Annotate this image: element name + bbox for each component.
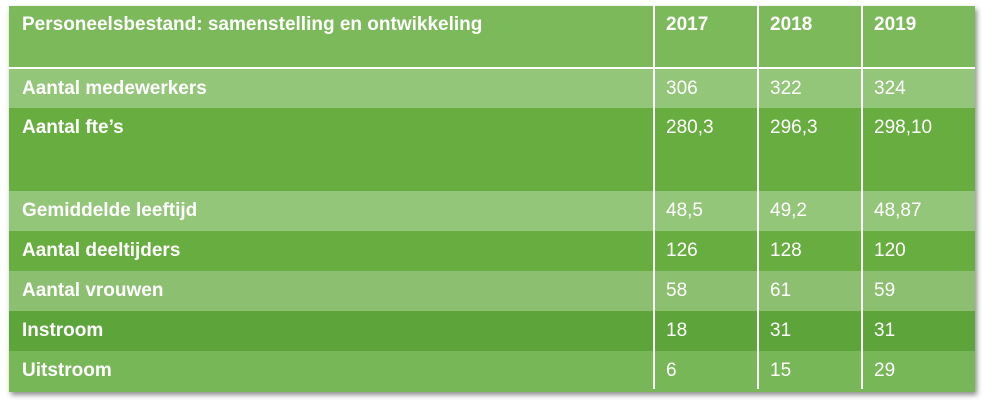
cell-2017: 280,3 (653, 108, 758, 191)
row-label: Instroom (22, 320, 104, 341)
cell-2017: 18 (653, 311, 758, 351)
cell-2019: 298,10 (861, 108, 975, 191)
cell-2017: 306 (653, 68, 758, 108)
row-label: Aantal fte’s (22, 117, 124, 138)
cell-2017: 58 (653, 271, 758, 311)
cell-2018: 322 (757, 68, 862, 108)
cell-2017: 6 (653, 351, 758, 389)
cell-2019: 48,87 (861, 191, 975, 231)
cell-2018: 31 (757, 311, 862, 351)
table-row-aantal-deeltijders: Aantal deeltijders 126 128 120 (9, 231, 975, 271)
year-header-2018: 2018 (757, 6, 862, 69)
cell-2019: 120 (861, 231, 975, 271)
personnel-table: Personeelsbestand: samenstelling en ontw… (9, 6, 975, 389)
cell-2017: 48,5 (653, 191, 758, 231)
table-row-aantal-vrouwen: Aantal vrouwen 58 61 59 (9, 271, 975, 311)
table-header-row: Personeelsbestand: samenstelling en ontw… (9, 6, 975, 69)
cell-2017: 126 (653, 231, 758, 271)
cell-2019: 29 (861, 351, 975, 389)
row-label: Aantal medewerkers (22, 78, 207, 99)
table-row-gemiddelde-leeftijd: Gemiddelde leeftijd 48,5 49,2 48,87 (9, 191, 975, 231)
table-row-aantal-ftes: Aantal fte’s 280,3 296,3 298,10 (9, 108, 975, 191)
cell-2019: 31 (861, 311, 975, 351)
cell-2018: 61 (757, 271, 862, 311)
cell-2019: 324 (861, 68, 975, 108)
row-label: Uitstroom (22, 360, 112, 381)
cell-2018: 15 (757, 351, 862, 389)
row-label: Aantal deeltijders (22, 240, 181, 261)
row-label: Gemiddelde leeftijd (22, 200, 198, 221)
year-header-2017: 2017 (653, 6, 758, 69)
cell-2018: 296,3 (757, 108, 862, 191)
year-header-2019: 2019 (861, 6, 975, 69)
cell-2018: 49,2 (757, 191, 862, 231)
row-label: Aantal vrouwen (22, 280, 164, 301)
table-row-instroom: Instroom 18 31 31 (9, 311, 975, 351)
cell-2019: 59 (861, 271, 975, 311)
table-row-aantal-medewerkers: Aantal medewerkers 306 322 324 (9, 68, 975, 108)
personnel-table-container: Personeelsbestand: samenstelling en ontw… (9, 6, 975, 392)
table-title: Personeelsbestand: samenstelling en ontw… (9, 6, 654, 69)
table-row-uitstroom: Uitstroom 6 15 29 (9, 351, 975, 389)
cell-2018: 128 (757, 231, 862, 271)
